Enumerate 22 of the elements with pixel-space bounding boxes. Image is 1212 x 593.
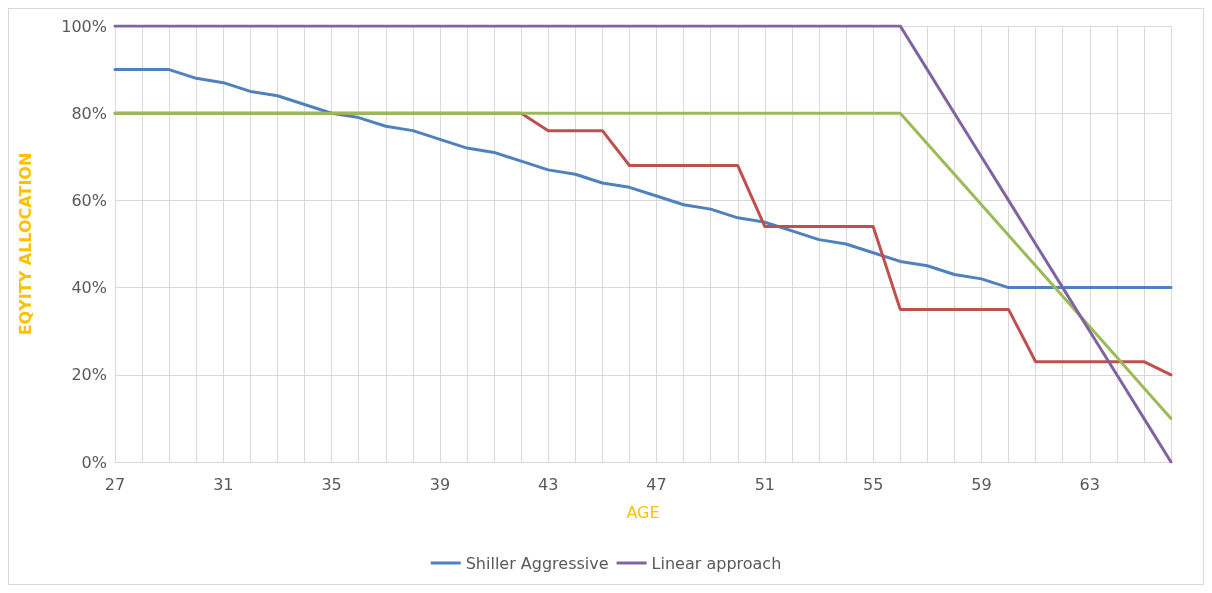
x-tick-label: 35: [321, 474, 342, 494]
y-tick-label: 20%: [71, 365, 107, 385]
x-axis-title: AGE: [626, 502, 660, 522]
x-tick-label: 31: [213, 474, 234, 494]
x-tick-label: 55: [862, 474, 884, 494]
x-tick-label: 51: [754, 474, 776, 494]
line-series: [113, 24, 1173, 464]
y-tick-label: 80%: [71, 103, 107, 123]
x-tick-label: 63: [1079, 474, 1100, 494]
y-tick-label: 40%: [71, 278, 107, 298]
y-axis-title: EQYITY ALLOCATION: [15, 152, 35, 336]
y-tick-label: 0%: [81, 452, 107, 472]
x-tick-label: 47: [646, 474, 667, 494]
x-tick-label: 27: [104, 474, 126, 494]
x-tick-label: 39: [429, 474, 451, 494]
x-tick-label: 59: [971, 474, 992, 494]
legend-label: Shiller Aggressive: [465, 553, 609, 573]
line-series: [113, 68, 1173, 290]
y-tick-label: 60%: [71, 190, 107, 210]
x-tick-label: 43: [538, 474, 559, 494]
legend-label: Linear approach: [651, 553, 782, 573]
y-tick-label: 100%: [61, 16, 107, 36]
